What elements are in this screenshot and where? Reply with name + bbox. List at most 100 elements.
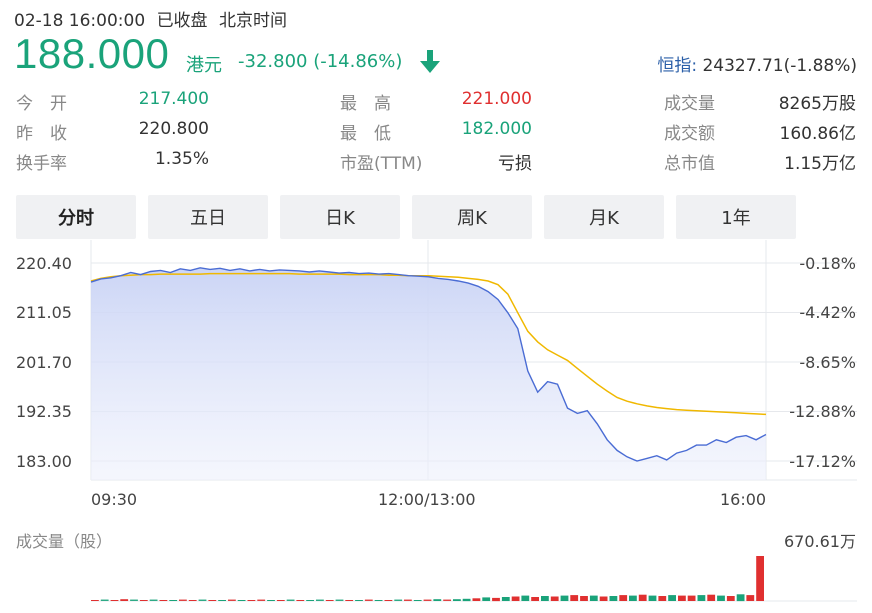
stat-label-high: 最 高: [340, 94, 391, 114]
volume-bar: [648, 595, 657, 601]
volume-bar: [159, 600, 168, 601]
index-value: 24327.71(-1.88%): [702, 56, 857, 76]
volume-bar: [678, 595, 686, 601]
volume-bar: [228, 599, 236, 601]
stat-label-prev-close: 昨 收: [16, 124, 67, 144]
volume-bar: [609, 596, 618, 601]
volume-bar: [149, 599, 158, 601]
tab-intraday[interactable]: 分时: [16, 195, 136, 239]
stat-value-turnover: 160.86亿: [779, 124, 856, 144]
volume-bar: [697, 595, 706, 601]
y-tick-left-1: 211.05: [16, 303, 72, 322]
volume-bar: [355, 600, 363, 601]
volume-max-label: 670.61万: [784, 532, 856, 551]
volume-bar: [599, 596, 608, 601]
tab-one-year[interactable]: 1年: [676, 195, 796, 239]
stat-label-open: 今 开: [16, 94, 67, 114]
volume-bar: [472, 598, 481, 601]
index-label: 恒指:: [657, 56, 698, 76]
stat-value-high: 221.000: [461, 89, 532, 109]
stat-value-open: 217.400: [138, 89, 209, 109]
x-tick-midday: 12:00/13:00: [378, 490, 476, 509]
down-arrow-icon: [420, 50, 440, 73]
volume-bar: [120, 599, 129, 601]
volume-bar: [286, 599, 295, 601]
last-price: 188.000: [14, 30, 170, 77]
stat-label-pe-ttm: 市盈(TTM): [340, 154, 423, 174]
volume-bar: [589, 595, 598, 601]
volume-bar: [756, 556, 764, 601]
price-line: [90, 267, 767, 462]
volume-bar: [492, 597, 500, 602]
volume-bar: [413, 600, 422, 601]
stat-label-turnover-rate: 换手率: [16, 154, 67, 174]
volume-bar: [570, 595, 579, 601]
volume-bar: [325, 600, 334, 601]
volume-bar: [247, 600, 256, 601]
volume-bar: [179, 599, 187, 601]
volume-bar: [717, 595, 725, 601]
average-price-line: [90, 272, 767, 416]
stat-label-volume: 成交量: [664, 94, 715, 114]
y-tick-right-4: -17.12%: [789, 452, 856, 471]
volume-bar: [482, 597, 491, 601]
volume-bar: [384, 600, 393, 601]
hang-seng-index[interactable]: 恒指: 24327.71(-1.88%): [657, 51, 857, 76]
x-tick-close: 16:00: [720, 490, 767, 509]
volume-bar: [218, 600, 226, 601]
stat-value-pe-ttm: 亏损: [498, 154, 532, 174]
y-tick-right-2: -8.65%: [799, 353, 856, 372]
volume-bar: [257, 599, 266, 601]
tab-monthly-k[interactable]: 月K: [544, 195, 664, 239]
volume-bar: [130, 599, 138, 601]
currency-label: 港元: [186, 55, 222, 76]
volume-bar: [100, 599, 109, 601]
y-tick-left-2: 201.70: [16, 353, 72, 372]
quote-datetime: 02-18 16:00:00: [14, 11, 146, 31]
stat-value-volume: 8265万股: [778, 94, 856, 114]
volume-bar: [296, 600, 305, 601]
volume-bar: [335, 599, 344, 601]
volume-bar: [580, 596, 588, 601]
stat-value-low: 182.000: [461, 119, 532, 139]
stat-value-prev-close: 220.800: [138, 119, 209, 139]
volume-bar: [550, 596, 559, 601]
volume-bar: [169, 600, 178, 601]
volume-bar: [198, 599, 207, 601]
volume-bar: [462, 598, 471, 602]
volume-bar: [364, 599, 373, 601]
volume-bars: [91, 556, 764, 602]
volume-bar: [629, 595, 637, 601]
tab-daily-k[interactable]: 日K: [280, 195, 400, 239]
volume-bar: [374, 600, 383, 601]
volume-bar: [619, 595, 628, 601]
stat-value-turnover-rate: 1.35%: [154, 149, 209, 169]
volume-bar: [345, 600, 354, 601]
volume-bar: [139, 600, 148, 601]
volume-bar: [726, 596, 735, 601]
tab-five-day[interactable]: 五日: [148, 195, 268, 239]
volume-bar: [306, 600, 314, 601]
y-tick-left-4: 183.00: [16, 452, 72, 471]
volume-bar: [658, 596, 667, 601]
volume-bar: [746, 595, 755, 601]
volume-bar: [511, 596, 520, 601]
tab-weekly-k[interactable]: 周K: [412, 195, 532, 239]
volume-bar: [638, 594, 647, 601]
timezone-label: 北京时间: [218, 11, 287, 31]
market-status-line: 02-18 16:00:00 已收盘 北京时间: [14, 6, 293, 31]
volume-bar: [433, 599, 442, 601]
stat-label-low: 最 低: [340, 124, 391, 144]
market-closed-label: 已收盘: [156, 11, 208, 31]
volume-bar: [687, 595, 696, 601]
volume-bar: [521, 595, 530, 601]
volume-bar: [736, 594, 745, 602]
y-tick-left-0: 220.40: [16, 254, 72, 273]
volume-bar: [394, 599, 403, 601]
stat-label-market-cap: 总市值: [664, 154, 715, 174]
price-change: -32.800 (-14.86%): [238, 51, 403, 72]
stat-label-turnover: 成交额: [664, 124, 715, 144]
stat-value-market-cap: 1.15万亿: [784, 154, 856, 174]
volume-bar: [404, 599, 412, 601]
